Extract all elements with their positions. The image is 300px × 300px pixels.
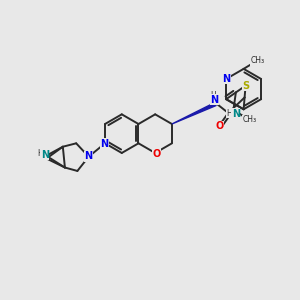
Text: CH₃: CH₃ bbox=[251, 56, 265, 65]
Text: N: N bbox=[41, 150, 49, 160]
Text: O: O bbox=[215, 121, 224, 131]
Text: S: S bbox=[242, 81, 249, 91]
Text: H: H bbox=[226, 109, 232, 118]
Text: CH₃: CH₃ bbox=[242, 115, 256, 124]
Text: O: O bbox=[152, 148, 161, 159]
Text: H: H bbox=[37, 149, 43, 158]
Polygon shape bbox=[172, 103, 216, 124]
Text: N: N bbox=[222, 74, 230, 84]
Text: N: N bbox=[100, 139, 109, 149]
Text: N: N bbox=[211, 94, 219, 105]
Text: H: H bbox=[211, 91, 216, 100]
Text: N: N bbox=[84, 151, 92, 161]
Text: N: N bbox=[232, 109, 240, 119]
